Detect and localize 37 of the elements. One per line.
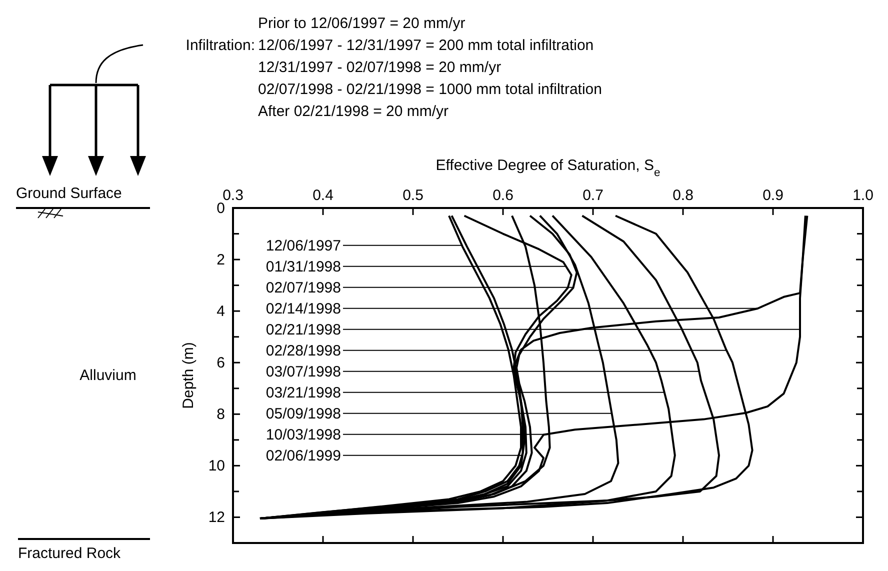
x-tick-label: 0.9 <box>762 187 784 204</box>
text: 02/14/1998 <box>266 300 341 318</box>
text: 12/31/1997 - 02/07/1998 = 20 mm/yr <box>258 59 502 76</box>
x-tick-label: 0.4 <box>312 187 334 204</box>
y-tick-label: 6 <box>216 354 225 372</box>
text: 05/09/1998 <box>266 405 341 422</box>
x-tick-label: 0.3 <box>222 187 244 204</box>
x-axis-title: Effective Degree of Saturation, S$_{e}$ <box>436 157 660 179</box>
y-axis-title: Depth (m) <box>180 342 197 409</box>
text: Infiltration: <box>186 37 255 54</box>
x-tick-label: 0.7 <box>582 187 604 204</box>
x-tick-label: 0.6 <box>492 187 514 204</box>
text: 03/21/1998 <box>266 384 341 402</box>
text: 03/07/1998 <box>266 363 341 380</box>
y-tick-label: 8 <box>216 406 225 424</box>
x-tick-label: 0.5 <box>402 187 424 204</box>
text: Fractured Rock <box>18 545 122 562</box>
text: Alluvium <box>80 367 136 384</box>
y-tick-label: 2 <box>216 252 225 269</box>
text: 02/28/1998 <box>266 342 341 360</box>
text: 02/07/1998 <box>266 279 341 296</box>
text: 02/21/1998 <box>266 321 341 338</box>
text: 10/03/1998 <box>266 426 341 444</box>
x-tick-label: 0.8 <box>672 187 694 204</box>
text: 12/06/1997 <box>266 237 341 254</box>
y-tick-label: 0 <box>216 200 225 217</box>
text: 02/06/1999 <box>266 447 341 464</box>
text: 01/31/1998 <box>266 258 341 276</box>
x-tick-label: 1.0 <box>852 187 874 204</box>
text: 02/07/1998 - 02/21/1998 = 1000 mm total infiltration <box>258 81 602 98</box>
y-tick-label: 12 <box>208 509 225 526</box>
text: After 02/21/1998 = 20 mm/yr <box>258 103 449 120</box>
y-tick-label: 10 <box>208 458 225 475</box>
text: 12/06/1997 - 12/31/1997 = 200 mm total infiltration <box>258 37 594 54</box>
text: Prior to 12/06/1997 = 20 mm/yr <box>258 15 466 32</box>
text: Ground Surface <box>16 185 122 202</box>
y-tick-label: 4 <box>216 303 225 320</box>
